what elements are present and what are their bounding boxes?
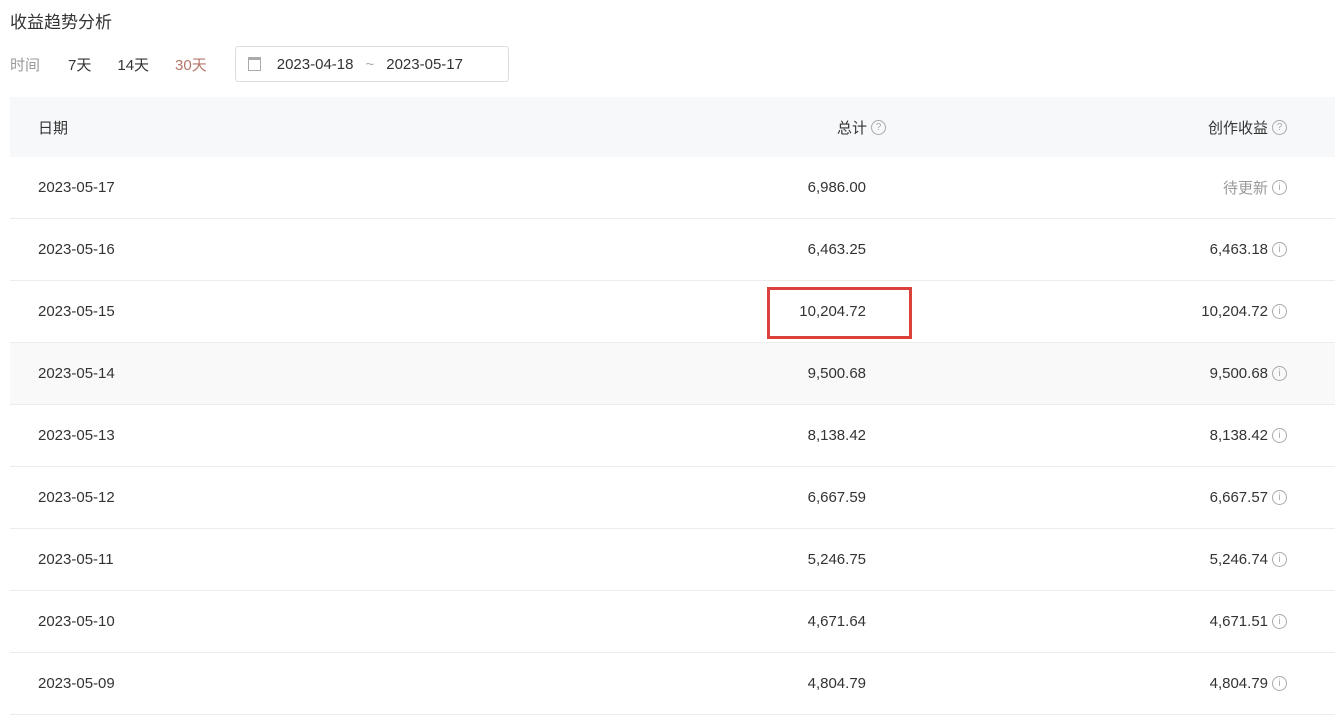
table-row: 2023-05-11 5,246.75 5,246.74 i [10, 529, 1335, 591]
table-row: 2023-05-10 4,671.64 4,671.51 i [10, 591, 1335, 653]
cell-creation-value: 9,500.68 [1209, 365, 1268, 382]
table-row: 2023-05-15 10,204.72 10,204.72 i [10, 281, 1335, 343]
help-icon[interactable]: ? [871, 119, 886, 135]
range-separator: ~ [365, 55, 375, 73]
info-icon[interactable]: i [1272, 490, 1287, 505]
cell-date: 2023-05-17 [38, 179, 115, 196]
date-range-picker[interactable]: 2023-04-18 ~ 2023-05-17 [234, 46, 509, 82]
cell-date: 2023-05-15 [38, 303, 115, 320]
info-icon[interactable]: i [1272, 428, 1287, 443]
date-end: 2023-05-17 [386, 55, 463, 73]
table-row: 2023-05-13 8,138.42 8,138.42 i [10, 405, 1335, 467]
cell-date: 2023-05-09 [38, 675, 115, 692]
highlight-box [767, 287, 912, 339]
table-header: 日期 总计? 创作收益? [10, 97, 1335, 157]
info-icon[interactable]: i [1272, 304, 1287, 319]
cell-total: 6,463.25 [807, 241, 866, 258]
header-creation-label: 创作收益 [1207, 119, 1268, 137]
header-creation: 创作收益? [1208, 117, 1287, 138]
info-icon[interactable]: i [1272, 552, 1287, 567]
cell-creation: 6,667.57 i [1210, 489, 1287, 506]
option-14-days[interactable]: 14天 [117, 56, 150, 74]
cell-date: 2023-05-14 [38, 365, 115, 382]
cell-total: 6,986.00 [807, 179, 866, 196]
table-row: 2023-05-17 6,986.00 待更新 i [10, 157, 1335, 219]
header-total-label: 总计 [836, 119, 867, 137]
cell-creation: 10,204.72 i [1201, 303, 1287, 320]
cell-total: 4,671.64 [807, 613, 866, 630]
cell-total: 6,667.59 [807, 489, 866, 506]
cell-creation: 4,671.51 i [1210, 613, 1287, 630]
page-title: 收益趋势分析 [10, 13, 112, 32]
option-7-days[interactable]: 7天 [68, 56, 92, 74]
cell-creation: 6,463.18 i [1210, 241, 1287, 258]
cell-creation: 5,246.74 i [1210, 551, 1287, 568]
info-icon[interactable]: i [1272, 180, 1287, 195]
earnings-table: 日期 总计? 创作收益? 2023-05-17 6,986.00 待更新 i 202… [10, 97, 1335, 715]
cell-date: 2023-05-13 [38, 427, 115, 444]
cell-creation-value: 8,138.42 [1209, 427, 1268, 444]
option-30-days[interactable]: 30天 [175, 56, 207, 74]
info-icon[interactable]: i [1272, 366, 1287, 381]
help-icon[interactable]: ? [1272, 119, 1287, 135]
info-icon[interactable]: i [1272, 614, 1287, 629]
cell-date: 2023-05-10 [38, 613, 115, 630]
cell-total: 10,204.72 [799, 303, 866, 320]
cell-creation: 待更新 i [1223, 177, 1287, 198]
cell-creation: 4,804.79 i [1210, 675, 1287, 692]
cell-creation-value: 5,246.74 [1209, 551, 1268, 568]
table-row: 2023-05-09 4,804.79 4,804.79 i [10, 653, 1335, 715]
cell-total: 5,246.75 [807, 551, 866, 568]
time-label: 时间 [10, 56, 41, 74]
cell-creation: 9,500.68 i [1210, 365, 1287, 382]
cell-creation-value: 待更新 [1222, 180, 1268, 197]
date-start: 2023-04-18 [276, 55, 354, 73]
cell-creation: 8,138.42 i [1210, 427, 1287, 444]
cell-total: 9,500.68 [807, 365, 866, 382]
info-icon[interactable]: i [1272, 676, 1287, 691]
cell-creation-value: 6,463.18 [1209, 241, 1268, 258]
cell-creation-value: 4,671.51 [1209, 613, 1268, 630]
cell-creation-value: 6,667.57 [1209, 489, 1268, 506]
table-row: 2023-05-14 9,500.68 9,500.68 i [10, 343, 1335, 405]
cell-creation-value: 10,204.72 [1201, 303, 1268, 320]
cell-date: 2023-05-12 [38, 489, 115, 506]
cell-total: 4,804.79 [807, 675, 866, 692]
table-row: 2023-05-16 6,463.25 6,463.18 i [10, 219, 1335, 281]
cell-creation-value: 4,804.79 [1209, 675, 1268, 692]
header-total: 总计? [837, 117, 886, 138]
calendar-icon [247, 57, 261, 71]
time-filter: 时间 7天 14天 30天 2023-04-18 ~ 2023-05-17 [10, 46, 509, 82]
cell-date: 2023-05-11 [38, 551, 114, 568]
cell-date: 2023-05-16 [38, 241, 115, 258]
cell-total: 8,138.42 [807, 427, 866, 444]
table-row: 2023-05-12 6,667.59 6,667.57 i [10, 467, 1335, 529]
header-date: 日期 [38, 119, 69, 137]
info-icon[interactable]: i [1272, 242, 1287, 257]
